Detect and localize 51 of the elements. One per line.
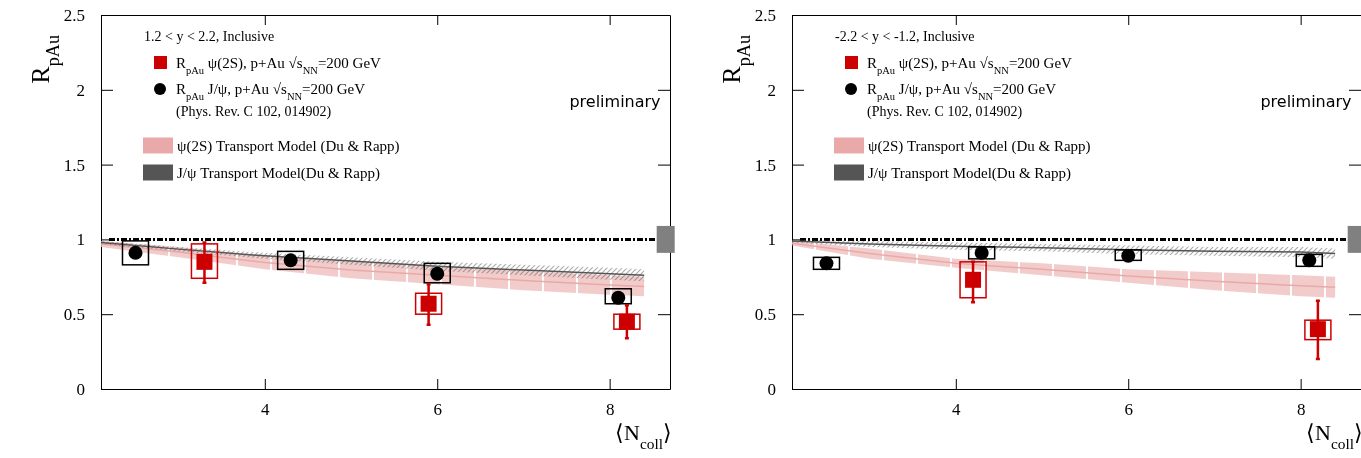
legend-label: ψ(2S) Transport Model (Du & Rapp) [177,138,400,155]
legend-title: -2.2 < y < -1.2, Inclusive [835,29,975,44]
x-tick-label: 8 [1296,400,1306,420]
x-tick-label: 8 [605,400,615,420]
bar [423,262,451,284]
y-tick-label: 2.5 [754,5,776,25]
y-tick-label: 2 [767,80,776,100]
y-tick-label: 1.5 [63,155,85,175]
legend-label: ψ(2S) Transport Model (Du & Rapp) [868,138,1091,155]
legend-label: J/ψ Transport Model(Du & Rapp) [868,165,1071,182]
legend-title: 1.2 < y < 2.2, Inclusive [144,29,275,44]
bar [604,288,633,305]
bar [959,261,987,299]
x-tick-label: 4 [952,400,962,420]
legend-label: R$_{pAu}$ J/ψ, p+Au √s$_{NN}$=200 GeV [176,81,366,102]
legend-label: J/ψ Transport Model(Du & Rapp) [177,165,380,182]
y-tick-label: 2 [76,80,85,100]
legend-label: R$_{pAu}$ ψ(2S), p+Au √s$_{NN}$=200 GeV [176,55,382,76]
y-tick-label: 0 [767,379,776,399]
point [819,256,834,271]
y-tick-label: 0 [76,379,85,399]
bar [812,256,841,271]
annotation: (Phys. Rev. C 102, 014902) [176,104,332,120]
y-tick-label: 1 [767,230,776,250]
x-axis-title: ⟨N$_{coll}$⟩ [1306,420,1361,452]
line-series [792,242,1336,289]
bar [276,250,305,271]
bar [1295,253,1324,268]
bar [656,225,675,253]
legend-label: R$_{pAu}$ ψ(2S), p+Au √s$_{NN}$=200 GeV [867,55,1073,76]
annotation: (Phys. Rev. C 102, 014902) [867,104,1023,120]
bar [967,246,996,260]
y-tick-label: 0.5 [754,305,776,325]
y-tick-label: 2.5 [63,5,85,25]
y-tick-label: 0.5 [63,305,85,325]
y-tick-label: 1 [76,230,85,250]
y-tick-label: 1.5 [754,155,776,175]
point [1302,253,1317,268]
point [974,245,989,260]
legend-label: R$_{pAu}$ J/ψ, p+Au √s$_{NN}$=200 GeV [867,81,1057,102]
line-series [101,243,645,288]
bar [190,243,219,280]
x-tick-label: 6 [433,400,442,420]
point [618,313,635,330]
annotation: preliminary [569,92,661,111]
x-tick-label: 6 [1124,400,1133,420]
point [1121,248,1136,263]
x-axis-title: ⟨N$_{coll}$⟩ [615,420,672,452]
annotation: preliminary [1260,92,1352,111]
bar [1114,249,1142,262]
x-tick-label: 4 [261,400,271,420]
